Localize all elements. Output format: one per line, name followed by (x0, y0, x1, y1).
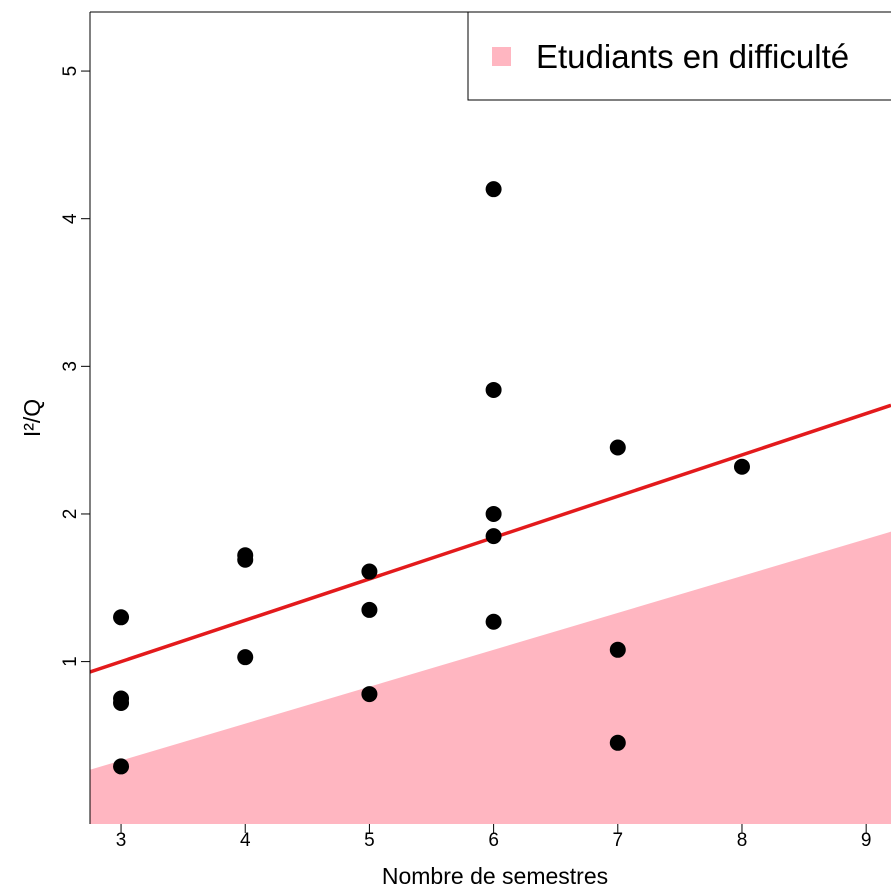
x-tick-label: 3 (116, 830, 127, 851)
x-axis-title: Nombre de semestres (382, 863, 608, 889)
legend-swatch (492, 47, 511, 66)
data-point (609, 439, 626, 456)
data-points (113, 181, 750, 775)
data-point (609, 641, 626, 658)
data-point (485, 181, 502, 198)
data-point (485, 528, 502, 545)
difficulty-region (90, 531, 891, 824)
data-point (237, 649, 254, 666)
data-point (361, 686, 378, 703)
x-tick-label: 9 (861, 830, 872, 851)
y-tick-label: 3 (60, 361, 81, 372)
data-point (237, 551, 254, 568)
legend-box (467, 11, 891, 101)
legend-label: Etudiants en difficulté (536, 38, 849, 75)
data-point (361, 601, 378, 618)
y-tick-label: 5 (60, 66, 81, 77)
x-tick-label: 5 (364, 830, 375, 851)
x-tick-label: 8 (737, 830, 748, 851)
data-point (485, 505, 502, 522)
x-tick-label: 7 (613, 830, 624, 851)
x-tick-label: 4 (240, 830, 251, 851)
data-point (113, 694, 130, 711)
y-tick-label: 1 (60, 656, 81, 667)
data-point (113, 758, 130, 775)
x-axis: 3 4 5 6 7 8 9 (116, 824, 872, 851)
data-point (361, 563, 378, 580)
data-point (485, 613, 502, 630)
x-tick-label: 6 (488, 830, 499, 851)
plot-area (90, 181, 891, 824)
data-point (733, 458, 750, 475)
y-tick-label: 2 (60, 509, 81, 520)
y-axis: 1 2 3 4 5 (60, 66, 90, 667)
data-point (609, 734, 626, 751)
y-axis-title: I²/Q (19, 399, 45, 437)
data-point (485, 381, 502, 398)
y-tick-label: 4 (60, 213, 81, 224)
legend: Etudiants en difficulté (467, 11, 891, 101)
data-point (113, 609, 130, 626)
